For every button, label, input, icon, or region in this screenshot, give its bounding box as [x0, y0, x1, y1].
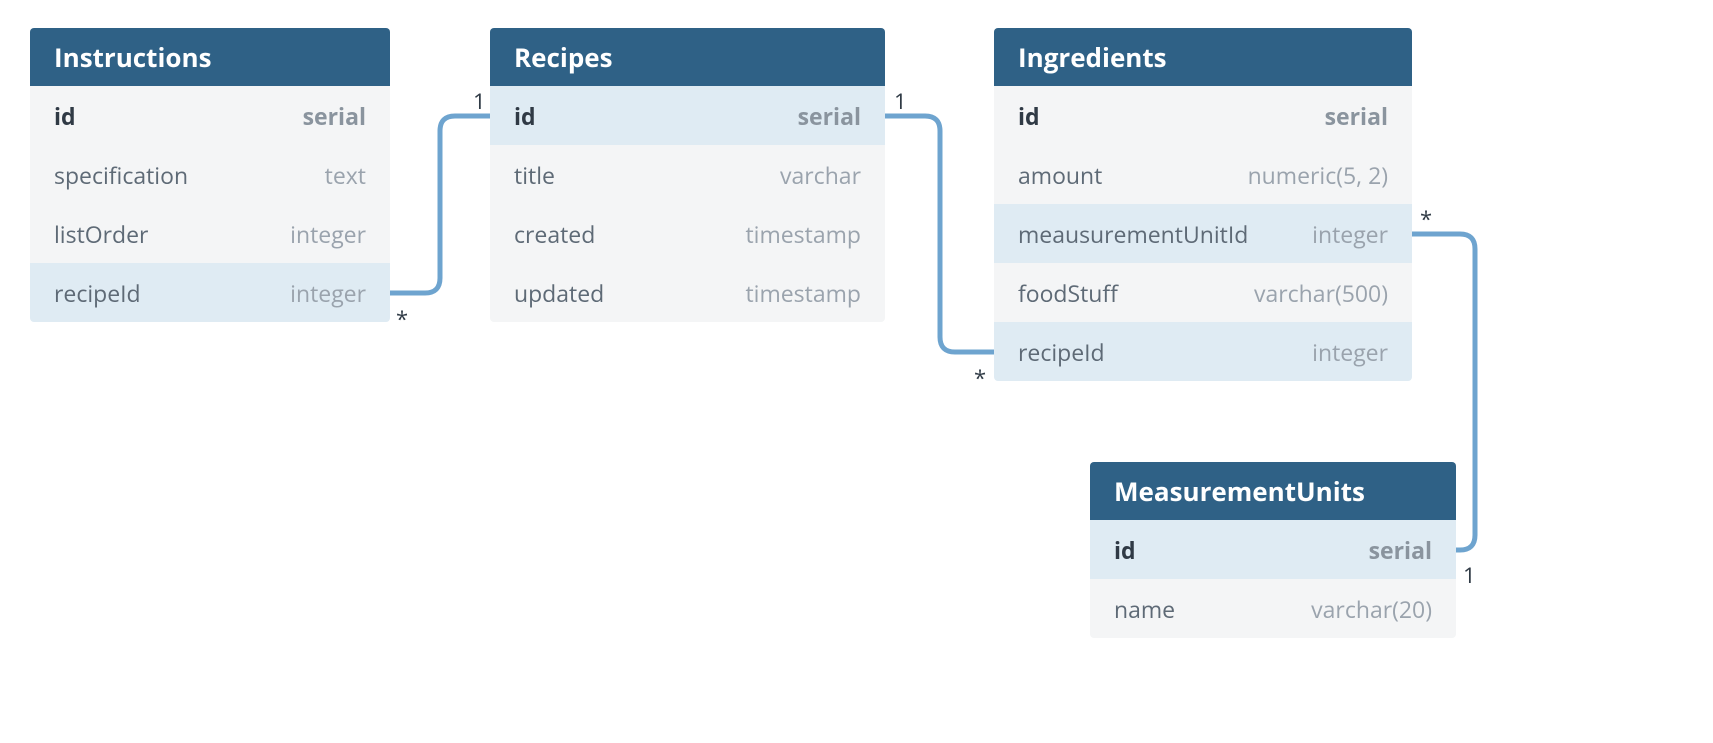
column-name: id	[54, 100, 76, 132]
entity-measurementunits[interactable]: MeasurementUnits id serial name varchar(20)	[1090, 462, 1456, 638]
column-type: serial	[1369, 534, 1432, 566]
column-type: integer	[1312, 336, 1388, 368]
column-name: created	[514, 218, 595, 250]
column-type: serial	[303, 100, 366, 132]
column-row[interactable]: title varchar	[490, 145, 885, 204]
column-name: updated	[514, 277, 604, 309]
column-row[interactable]: amount numeric(5, 2)	[994, 145, 1412, 204]
column-type: timestamp	[745, 277, 861, 309]
cardinality-label: *	[396, 304, 408, 334]
column-row[interactable]: specification text	[30, 145, 390, 204]
column-name: title	[514, 159, 555, 191]
column-row[interactable]: created timestamp	[490, 204, 885, 263]
column-type: serial	[1325, 100, 1388, 132]
entity-instructions[interactable]: Instructions id serial specification text lis…	[30, 28, 390, 322]
entity-rows: idserialamountnumeric(5, 2)meausurementU…	[994, 86, 1412, 381]
column-type: varchar	[780, 159, 861, 191]
column-type: varchar(500)	[1254, 277, 1388, 309]
cardinality-label: *	[1420, 204, 1432, 234]
entity-recipes[interactable]: Recipes id serial title varchar created timest…	[490, 28, 885, 322]
cardinality-label: 1	[1463, 560, 1476, 590]
relationship-line	[390, 116, 490, 293]
column-type: timestamp	[745, 218, 861, 250]
column-name: recipeId	[54, 277, 141, 309]
column-type: integer	[290, 277, 366, 309]
cardinality-label: 1	[473, 86, 486, 116]
column-name: id	[514, 100, 536, 132]
column-type: integer	[1312, 218, 1388, 250]
column-type: serial	[798, 100, 861, 132]
column-row[interactable]: name varchar(20)	[1090, 579, 1456, 638]
column-row[interactable]: recipeId integer	[30, 263, 390, 322]
relationship-line	[885, 116, 994, 352]
column-name: listOrder	[54, 218, 148, 250]
column-name: recipeId	[1018, 336, 1105, 368]
entity-rows: id serial specification text listOrder intege…	[30, 86, 390, 322]
column-row[interactable]: meausurementUnitId integer	[994, 204, 1412, 263]
column-row[interactable]: foodStuff varchar(500)	[994, 263, 1412, 322]
column-name: id	[1018, 100, 1040, 132]
column-type: varchar(20)	[1311, 593, 1432, 625]
column-row[interactable]: id serial	[994, 86, 1412, 145]
column-row[interactable]: recipeId integer	[994, 322, 1412, 381]
column-name: amount	[1018, 159, 1102, 191]
erd-canvas: Instructions id serial specification text lis…	[0, 0, 1713, 743]
column-row[interactable]: updated timestamp	[490, 263, 885, 322]
column-name: foodStuff	[1018, 277, 1118, 309]
entity-header[interactable]: MeasurementUnits	[1090, 462, 1456, 520]
entity-rows: id serial name varchar(20)	[1090, 520, 1456, 638]
column-row[interactable]: id serial	[1090, 520, 1456, 579]
column-name: specification	[54, 159, 188, 191]
column-name: name	[1114, 593, 1175, 625]
column-row[interactable]: listOrder integer	[30, 204, 390, 263]
entity-header[interactable]: Recipes	[490, 28, 885, 86]
entity-header[interactable]: Instructions	[30, 28, 390, 86]
column-row[interactable]: id serial	[30, 86, 390, 145]
entity-rows: idserialtitlevarcharcreatedtimestampupda…	[490, 86, 885, 322]
cardinality-label: *	[974, 363, 986, 393]
column-name: meausurementUnitId	[1018, 218, 1248, 250]
column-name: id	[1114, 534, 1136, 566]
column-type: numeric(5, 2)	[1248, 159, 1388, 191]
entity-ingredients[interactable]: Ingredientsidserialamountnumeric(5, 2)me…	[994, 28, 1412, 381]
column-row[interactable]: id serial	[490, 86, 885, 145]
cardinality-label: 1	[894, 86, 907, 116]
column-type: text	[325, 159, 366, 191]
column-type: integer	[290, 218, 366, 250]
entity-header[interactable]: Ingredients	[994, 28, 1412, 86]
